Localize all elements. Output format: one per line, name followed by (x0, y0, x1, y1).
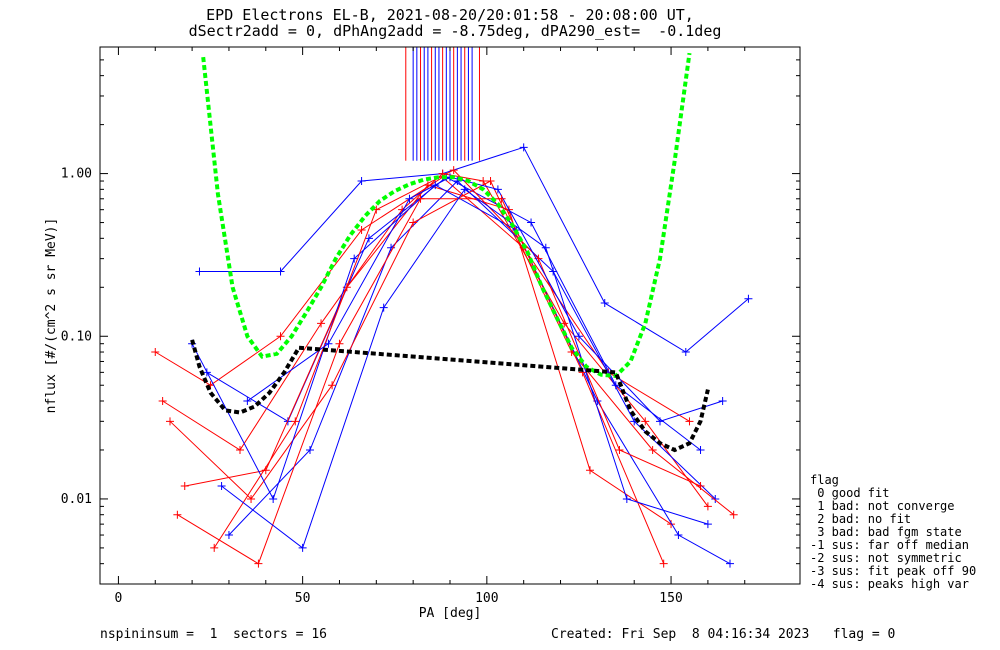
chart-title-line1: EPD Electrons EL-B, 2021-08-20/20:01:58 … (206, 6, 694, 24)
data-point (600, 299, 609, 308)
y-tick-label: 0.01 (61, 492, 92, 507)
series-line (213, 169, 701, 549)
series-line (162, 173, 709, 507)
data-point (269, 494, 278, 503)
footer-right-info: Created: Fri Sep 8 04:16:34 2023 flag = … (551, 627, 896, 642)
data-point (615, 445, 624, 454)
data-point (247, 494, 256, 503)
flag-legend: flag 0 good fit 1 bad: not converge 2 ba… (810, 474, 976, 591)
data-point (659, 559, 668, 568)
data-point (405, 194, 414, 203)
series-line (199, 146, 749, 353)
legend-item: -3 sus: fit peak off 90 (810, 564, 977, 578)
data-point (276, 267, 285, 276)
legend-item: -1 sus: far off median (810, 538, 969, 552)
data-point (298, 543, 307, 552)
data-point (236, 445, 244, 454)
legend-item: 0 good fit (810, 486, 890, 500)
series-line (155, 176, 690, 422)
data-point (210, 543, 219, 552)
series-line (169, 180, 735, 516)
data-point (180, 482, 189, 491)
data-point (718, 396, 727, 405)
data-point (449, 166, 458, 175)
data-point (217, 482, 226, 491)
x-axis-label: PA [deg] (419, 606, 482, 621)
data-point (173, 510, 182, 519)
legend-title: flag (810, 473, 839, 487)
series-line (228, 180, 716, 536)
legend-item: -2 sus: not symmetric (810, 551, 962, 565)
data-point (696, 482, 705, 491)
data-point (729, 510, 738, 519)
data-point (317, 319, 326, 328)
data-point (158, 396, 167, 405)
data-point (416, 194, 425, 203)
data-point (479, 177, 488, 186)
data-point (674, 531, 683, 540)
data-point (195, 267, 204, 276)
data-point (519, 143, 528, 152)
y-tick-label: 0.10 (61, 329, 92, 344)
data-point (656, 417, 664, 426)
data-point (276, 332, 285, 341)
data-point (409, 218, 418, 227)
footer-left-info: nspininsum = 1 sectors = 16 (100, 627, 327, 642)
data-point (744, 294, 753, 303)
data-point (703, 520, 712, 529)
data-point (166, 417, 174, 426)
data-point (460, 185, 469, 194)
series-line (221, 188, 709, 549)
data-point (711, 494, 720, 503)
data-point (667, 520, 676, 529)
legend-item: -4 sus: peaks high var (810, 577, 969, 591)
x-tick-label: 0 (115, 591, 123, 606)
data-point (387, 243, 396, 252)
black-fit-curve (190, 339, 710, 453)
data-point (696, 445, 705, 454)
data-point (648, 445, 657, 454)
data-point (527, 218, 536, 227)
series-line (191, 184, 731, 565)
green-fit-curve (201, 52, 692, 379)
x-tick-label: 50 (295, 591, 311, 606)
data-point (335, 339, 344, 348)
data-point (328, 381, 337, 390)
legend-item: 1 bad: not converge (810, 499, 955, 513)
data-point (224, 531, 233, 540)
data-point (493, 185, 502, 194)
legend-item: 3 bad: bad fgm state (810, 525, 962, 539)
y-tick-label: 1.00 (61, 167, 92, 182)
data-point (641, 417, 650, 426)
y-axis-label: nflux [#/(cm^2 s sr MeV)] (44, 218, 59, 414)
data-point (486, 177, 495, 186)
data-point (357, 177, 366, 186)
data-point (497, 194, 506, 203)
data-point (685, 417, 694, 426)
x-tick-label: 150 (659, 591, 682, 606)
data-point (364, 234, 373, 243)
chart-title-line2: dSectr2add = 0, dPhAng2add = -8.75deg, d… (188, 22, 722, 40)
series-line (206, 176, 701, 451)
data-point (681, 348, 690, 357)
data-point (291, 417, 300, 426)
data-point (453, 177, 462, 186)
data-point (726, 559, 734, 568)
x-tick-label: 100 (475, 591, 498, 606)
data-point (350, 254, 359, 263)
data-point (324, 339, 333, 348)
data-point (151, 348, 160, 357)
data-point (703, 502, 712, 511)
data-point (306, 445, 314, 454)
data-point (379, 303, 388, 312)
data-point (586, 466, 594, 475)
data-point (254, 559, 263, 568)
legend-item: 2 bad: no fit (810, 512, 912, 526)
data-point (541, 243, 550, 252)
data-point (243, 396, 252, 405)
data-point (574, 332, 583, 341)
data-point (622, 494, 631, 503)
data-point (357, 226, 366, 235)
